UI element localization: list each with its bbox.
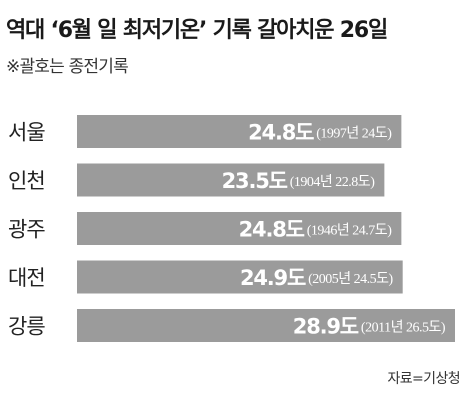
previous-record-label: (1904년 22.8도) (290, 174, 375, 190)
category-label: 인천 (8, 169, 45, 193)
chart-title: 역대 ‘6월 일 최저기온’ 기록 갈아치운 26일 (6, 18, 388, 43)
previous-record-label: (1997년 24도) (316, 126, 392, 142)
bar (77, 309, 455, 342)
bar (77, 115, 402, 148)
previous-record-label: (2011년 26.5도) (361, 320, 446, 336)
category-label: 광주 (8, 218, 45, 242)
value-label: 23.5도 (222, 169, 288, 193)
value-label: 24.8도 (248, 121, 314, 145)
previous-record-label: (1946년 24.7도) (307, 223, 392, 239)
chart-subtitle: ※괄호는 종전기록 (6, 57, 129, 77)
source-note: 자료=기상청 (387, 371, 460, 387)
category-label: 대전 (8, 266, 45, 290)
previous-record-label: (2005년 24.5도) (308, 271, 393, 287)
value-label: 24.8도 (239, 218, 305, 242)
category-label: 강릉 (8, 315, 45, 339)
value-label: 24.9도 (240, 266, 306, 290)
bar (77, 163, 385, 197)
bar (77, 212, 402, 245)
category-label: 서울 (8, 121, 45, 145)
value-label: 28.9도 (293, 315, 359, 339)
bar (77, 260, 403, 294)
